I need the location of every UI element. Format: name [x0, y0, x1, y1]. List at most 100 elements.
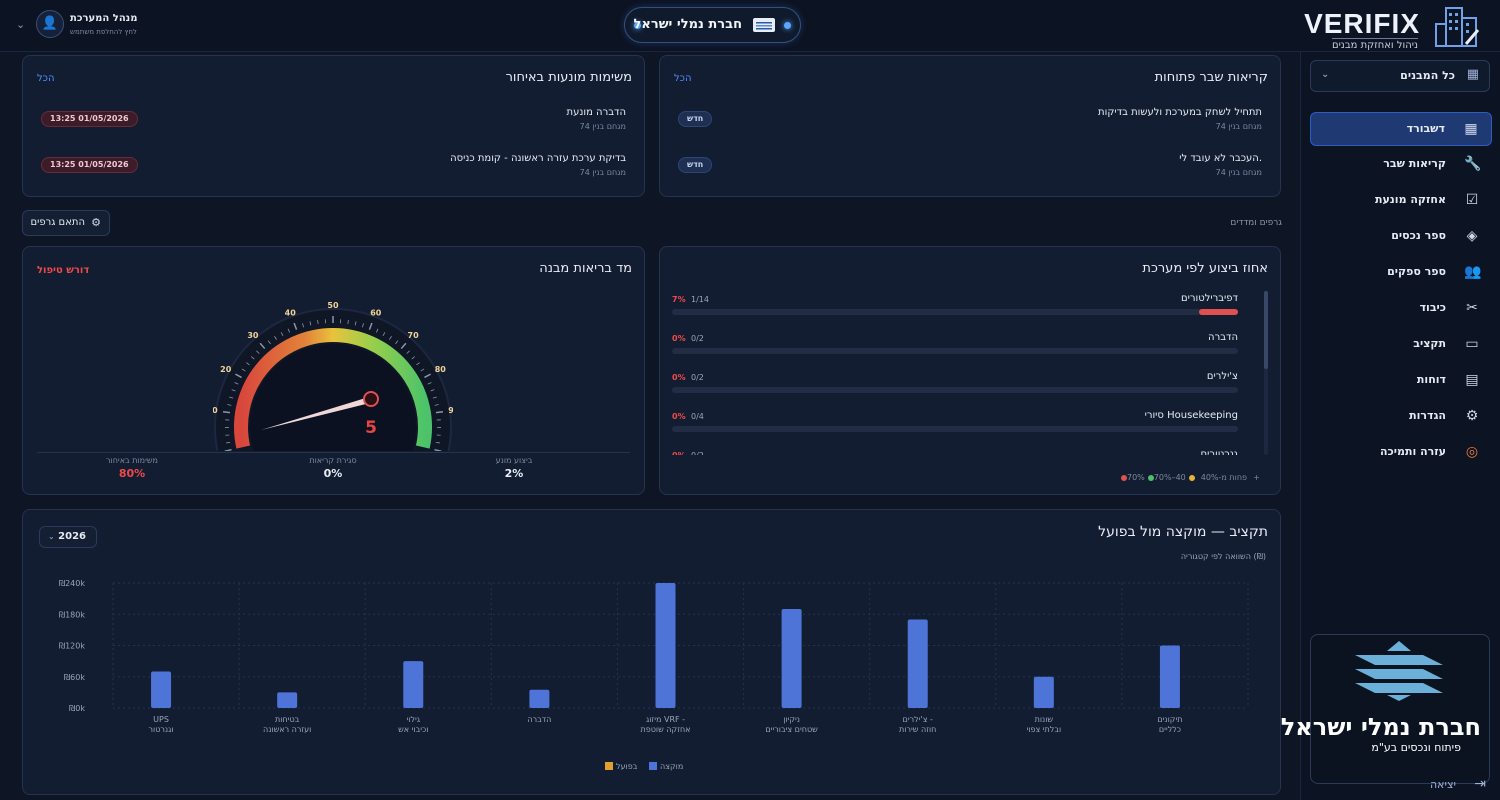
bar-allocated[interactable]	[1033, 676, 1054, 708]
y-tick-label: ₪0k	[69, 704, 85, 713]
building-select[interactable]: ▦ כל המבנים ⌄	[1310, 60, 1490, 92]
gauge-value: 5	[365, 418, 377, 438]
gauge-tick	[362, 323, 364, 328]
y-tick-label: ₪240k	[59, 579, 86, 588]
gauge-tick	[420, 368, 425, 372]
progress-track	[672, 348, 1238, 354]
organization-pill[interactable]: חברת נמלי ישראל	[624, 7, 801, 43]
gauge-tick	[435, 441, 440, 444]
sidebar-item[interactable]: ◈ ספר נכסים	[1310, 220, 1492, 254]
list-item[interactable]: תתחיל לשחק במערכת ולעשות בדיקות מגחם בני…	[660, 104, 1280, 140]
user-avatar-icon[interactable]: 👤	[36, 10, 64, 38]
year-select[interactable]: 2026 ⌄	[39, 526, 97, 548]
sidebar-item-label: ספר נכסים	[1391, 229, 1446, 242]
wrench-icon: 🔧	[1464, 156, 1482, 172]
gauge-tick	[389, 336, 392, 340]
sidebar-item[interactable]: 🔧 קריאות שבר	[1310, 148, 1492, 182]
system-row[interactable]: 7% 1/14 דפיברילטורים	[672, 293, 1254, 325]
gauge-tick	[227, 404, 232, 406]
status-badge: חדש	[678, 111, 713, 127]
systems-list[interactable]: 7% 1/14 דפיברילטורים 0% 0/2 הדברה 0% 0/2 צ'ילרים…	[660, 293, 1280, 455]
gauge-tick-label: 10	[213, 406, 218, 415]
system-row[interactable]: 0% 0/2 הדברה	[672, 332, 1254, 364]
sidebar-item[interactable]: ▭ תקציב	[1310, 328, 1492, 362]
gauge-tick	[241, 368, 246, 372]
system-row[interactable]: 0% 0/2 גנרטורים	[672, 449, 1254, 455]
system-fraction: 1/14	[691, 295, 709, 304]
bar-allocated[interactable]	[151, 671, 172, 708]
sidebar-item[interactable]: ☑ אחזקה מונעת	[1310, 184, 1492, 218]
system-fraction: 0/2	[691, 334, 704, 343]
due-date-badge: 13:25 01/05/2026	[41, 111, 138, 127]
list-item[interactable]: בדיקת ערכת עזרה ראשונה - קומת כניסה מגחם…	[23, 150, 644, 186]
gauge-tick	[427, 382, 432, 385]
gauge-tick	[222, 410, 231, 414]
buildings-logo-icon	[1435, 7, 1480, 47]
graphs-section-label: גרפים ומדדים	[1230, 218, 1282, 228]
gauge-tick	[259, 342, 266, 350]
chevron-down-icon[interactable]: ⌄	[16, 18, 26, 31]
gauge-tick	[434, 448, 442, 451]
stat-value: 0%	[323, 467, 343, 480]
sidebar-item-label: תקציב	[1413, 337, 1446, 350]
user-menu[interactable]: ⌄ 👤 מנהל המערכת לחץ להחלפת משתמש	[16, 10, 146, 42]
switch-user-hint[interactable]: לחץ להחלפת משתמש	[70, 28, 137, 36]
open-calls-view-all-link[interactable]: הכל	[674, 73, 692, 84]
bar-allocated[interactable]	[1159, 645, 1180, 709]
sidebar-item-label: דשבורד	[1406, 122, 1445, 135]
sidebar-item-label: קריאות שבר	[1383, 157, 1446, 170]
late-tasks-panel: משימות מונעות באיחור הכל הדברה מונעת מגח…	[22, 55, 645, 197]
scrollbar[interactable]	[1264, 291, 1268, 455]
scrollbar-thumb[interactable]	[1264, 291, 1268, 369]
gauge-tick-label: 80	[435, 365, 447, 374]
system-row[interactable]: 0% 0/4 סיורי Housekeeping	[672, 410, 1254, 442]
gauge-tick-label: 50	[327, 301, 339, 310]
sidebar-item[interactable]: ◎ עזרה ותמיכה	[1310, 436, 1492, 470]
systems-completion-panel: אחוז ביצוע לפי מערכת 7% 1/14 דפיברילטורים 0…	[659, 246, 1281, 495]
sidebar-item[interactable]: 👥 ספר ספקים	[1310, 256, 1492, 290]
system-percent: 0%	[672, 451, 686, 455]
system-row[interactable]: 0% 0/2 צ'ילרים	[672, 371, 1254, 403]
progress-fill	[1199, 309, 1238, 315]
list-item[interactable]: העכבר לא עובד לי. מגחם בנין 74 חדש	[660, 150, 1280, 186]
gauge-hub	[363, 391, 379, 407]
call-location: מגחם בנין 74	[1215, 168, 1262, 177]
sidebar-item[interactable]: ⚙ הגדרות	[1310, 400, 1492, 434]
divider	[37, 452, 630, 453]
late-tasks-view-all-link[interactable]: הכל	[37, 73, 55, 84]
bar-allocated[interactable]	[907, 619, 928, 708]
bar-allocated[interactable]	[781, 609, 802, 708]
call-location: מגחם בנין 74	[1215, 122, 1262, 131]
x-tick-label: וכיבוי אש	[398, 725, 428, 734]
legend-dot-icon	[1121, 474, 1127, 481]
gauge-tick	[302, 323, 304, 328]
logout-button[interactable]: ⇥ יציאה	[1396, 776, 1486, 796]
x-tick-label: הדברה	[527, 715, 551, 724]
system-percent: 7%	[672, 295, 686, 304]
system-name: סיורי Housekeeping	[1144, 410, 1238, 421]
users-icon: 👥	[1464, 264, 1482, 280]
lifebuoy-icon: ◎	[1465, 444, 1479, 460]
bar-allocated[interactable]	[277, 692, 298, 708]
bar-allocated[interactable]	[403, 661, 424, 708]
budget-title: תקציב — מוקצה מול בפועל	[1098, 524, 1268, 540]
list-item[interactable]: הדברה מונעת מגחם בנין 74 13:25 01/05/202…	[23, 104, 644, 140]
progress-track	[672, 426, 1238, 432]
stat-value: 2%	[504, 467, 524, 480]
sidebar-item[interactable]: ✂ כיבוד	[1310, 292, 1492, 326]
gauge-tick	[354, 321, 357, 326]
bar-allocated[interactable]	[529, 689, 550, 708]
bar-allocated[interactable]	[655, 583, 676, 708]
brand-subtitle: ניהול ואחזקת מבנים	[1331, 38, 1418, 51]
system-fraction: 0/4	[691, 412, 704, 421]
customize-graphs-button[interactable]: ⚙ התאם גרפים	[22, 210, 110, 236]
sidebar-item[interactable]: ▦ דשבורד	[1310, 112, 1492, 146]
legend-label-allocated: מוקצה	[660, 762, 683, 771]
box-icon: ◈	[1466, 228, 1478, 244]
y-tick-label: ₪120k	[59, 642, 86, 651]
gauge-tick	[231, 389, 236, 392]
gauge-tick	[424, 373, 431, 379]
sidebar-item-label: עזרה ותמיכה	[1379, 445, 1446, 458]
x-tick-label: בטיחות	[275, 715, 300, 724]
sidebar-item[interactable]: ▤ דוחות	[1310, 364, 1492, 398]
